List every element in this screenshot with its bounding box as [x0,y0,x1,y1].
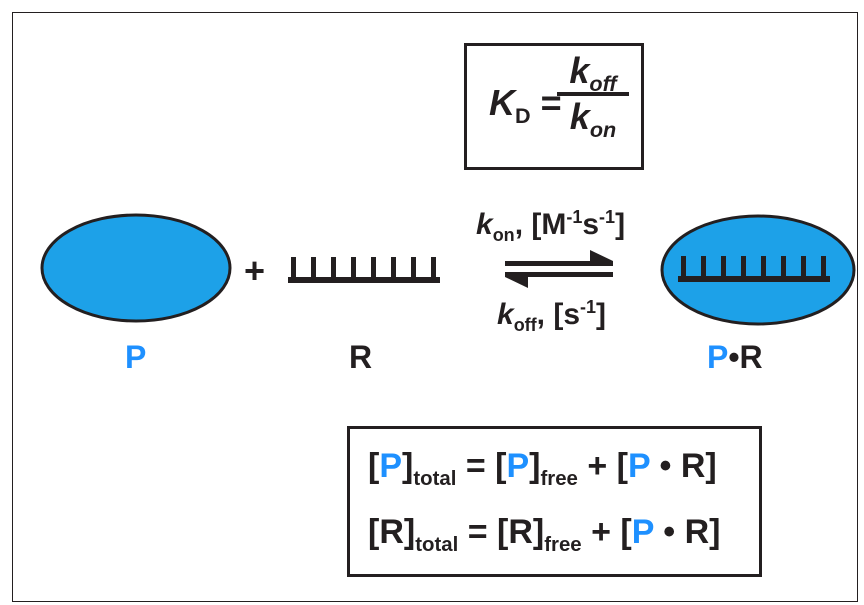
kd-numerator: koff [569,50,617,97]
kd-fraction: koff kon [557,50,629,142]
fraction-bar [557,91,629,96]
reverse-rate-label: koff, [s-1] [497,297,607,335]
forward-rate-label: kon, [M-1s-1] [476,207,626,245]
protein-ellipse [40,213,232,323]
kd-definition-box: KD = koff kon [464,43,644,170]
protein-mass-balance: [P]total = [P]free + [P • R] [368,447,717,490]
kd-denominator: kon [569,95,617,142]
complex-label: P•R [707,339,763,375]
protein-label: P [125,339,147,375]
rna-label: R [349,339,373,375]
kd-symbol: KD = [489,82,562,129]
figure-frame [12,12,858,602]
complex-ellipse [660,214,856,326]
rna-mass-balance: [R]total = [R]free + [P • R] [368,513,721,556]
rna-strand [288,257,440,283]
equilibrium-arrows [505,250,613,288]
plus-sign: + [244,250,266,291]
bound-rna-strand [678,256,830,282]
mass-balance-box: [P]total = [P]free + [P • R] [R]total = … [347,426,762,577]
